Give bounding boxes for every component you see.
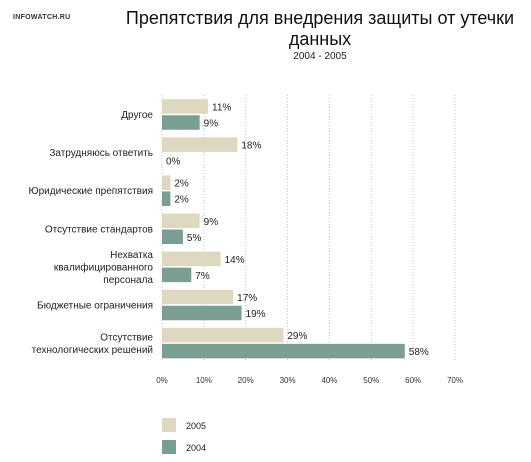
data-label: 2% [174,195,189,206]
data-label: 2% [174,179,189,190]
category-label: Затрудняюсь ответить [49,148,153,159]
data-label: 58% [409,347,429,358]
chart-subtitle: 2004 - 2005 [293,51,347,62]
data-label: 9% [204,217,219,228]
category-label: Нехватка квалифицированного персонала [54,250,154,286]
site-watermark: INFOWATCH.RU [13,14,71,21]
chart-title: Препятствия для внедрения защиты от утеч… [125,8,515,49]
legend-swatch [162,418,176,432]
x-tick-label: 60% [405,376,421,385]
bar-2004 [162,343,405,359]
data-label: 5% [187,233,202,244]
x-tick-label: 50% [363,376,379,385]
bar-2005 [162,251,221,267]
bar-2005 [162,175,171,190]
data-label: 7% [195,271,210,282]
x-tick-label: 40% [321,376,337,385]
x-tick-label: 20% [238,376,254,385]
bar-2004 [162,115,200,130]
bar-2005 [162,289,234,305]
category-label: Юридические препятствия [29,186,153,197]
x-tick-label: 0% [156,376,168,385]
bar-2005 [162,213,200,229]
bar-2005 [162,137,238,152]
bar-2004 [162,305,242,321]
legend-label: 2004 [186,443,206,453]
category-label: Бюджетные ограничения [37,301,153,312]
data-label: 0% [166,157,181,168]
bar-2004 [162,267,192,283]
data-label: 11% [212,103,231,114]
category-label: Отсутствие технологических решений [32,332,154,356]
bar-2005 [162,327,284,343]
data-label: 17% [237,293,257,304]
category-label: Другое [121,110,153,121]
category-label: Отсутствие стандартов [45,224,153,235]
data-label: 19% [246,309,266,320]
data-label: 29% [287,331,307,342]
bar-2004 [162,229,183,245]
x-tick-label: 10% [196,376,212,385]
data-label: 9% [204,119,219,130]
data-label: 18% [241,141,261,152]
data-label: 14% [225,255,245,266]
x-tick-label: 70% [447,376,463,385]
bar-2005 [162,99,209,114]
legend-swatch [162,440,176,454]
bar-2004 [162,191,171,206]
legend-label: 2005 [186,421,206,431]
x-tick-label: 30% [280,376,296,385]
